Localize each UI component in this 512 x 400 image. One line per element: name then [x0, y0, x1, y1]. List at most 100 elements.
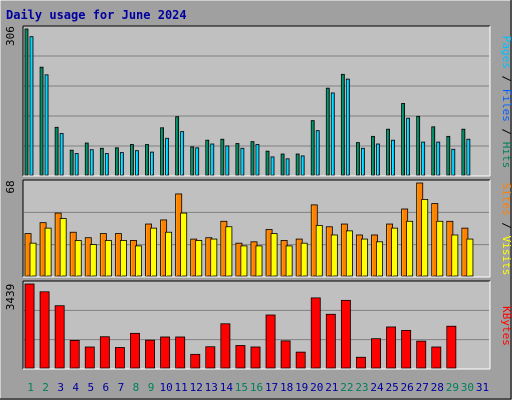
legend-entry: / — [500, 122, 512, 135]
bar-sites-day-2 — [44, 227, 52, 277]
bar-sites-day-28 — [436, 220, 444, 277]
legend-entry: Sites — [500, 183, 512, 216]
day-label-24: 24 — [370, 381, 384, 394]
bar-kbytes-day-22 — [340, 299, 351, 369]
bar-sites-day-19 — [300, 242, 308, 277]
day-label-29: 29 — [446, 381, 459, 394]
day-label-23: 23 — [355, 381, 368, 394]
day-label-8: 8 — [133, 381, 140, 394]
bar-kbytes-day-2 — [39, 291, 50, 369]
day-label-25: 25 — [385, 381, 398, 394]
day-label-7: 7 — [118, 381, 125, 394]
panel-3: 3439 KBytes — [4, 280, 512, 370]
bar-kbytes-day-17 — [265, 314, 276, 369]
bar-kbytes-day-21 — [325, 313, 336, 369]
panel-1: 306 Pages / Files / Hits — [4, 25, 512, 177]
bar-sites-day-8 — [135, 245, 142, 277]
bar-sites-day-4 — [74, 240, 82, 277]
bar-kbytes-day-20 — [310, 297, 321, 369]
bar-sites-day-21 — [330, 234, 338, 277]
bar-sites-day-5 — [89, 244, 97, 277]
day-label-5: 5 — [87, 381, 94, 394]
bar-kbytes-day-8 — [130, 332, 140, 369]
day-label-30: 30 — [461, 381, 474, 394]
bar-kbytes-day-7 — [114, 347, 125, 369]
bar-kbytes-day-25 — [386, 326, 397, 369]
bar-kbytes-day-19 — [295, 351, 306, 369]
day-label-17: 17 — [265, 381, 278, 394]
bar-kbytes-day-1 — [24, 283, 35, 369]
day-label-11: 11 — [175, 381, 188, 394]
legend-2: Sites / Visits — [500, 183, 512, 276]
y-max-label: 306 — [4, 26, 17, 46]
bar-sites-day-9 — [150, 227, 157, 277]
panel-2: 68 Sites / Visits — [4, 179, 512, 278]
day-label-10: 10 — [159, 381, 172, 394]
bar-kbytes-day-5 — [84, 346, 95, 369]
day-label-21: 21 — [325, 381, 338, 394]
bar-kbytes-day-24 — [371, 338, 381, 369]
day-labels: 1 2 3 4 5 6 7 8 9 10 11 12 13 14 15 16 17 18 19 20 21 22 23 24 2… — [27, 381, 489, 394]
day-label-20: 20 — [310, 381, 323, 394]
bar-sites-day-7 — [119, 240, 127, 277]
bar-kbytes-day-11 — [175, 336, 186, 369]
bar-sites-day-1 — [29, 242, 37, 277]
bar-kbytes-day-27 — [416, 340, 427, 369]
day-label-19: 19 — [295, 381, 308, 394]
day-label-18: 18 — [280, 381, 293, 394]
day-label-16: 16 — [250, 381, 263, 394]
bar-kbytes-day-10 — [160, 336, 171, 369]
bar-kbytes-day-23 — [356, 356, 366, 369]
bar-sites-day-14 — [225, 226, 233, 277]
bar-sites-day-10 — [165, 231, 173, 277]
day-label-15: 15 — [235, 381, 248, 394]
bar-kbytes-day-12 — [190, 353, 201, 369]
bar-kbytes-day-13 — [205, 346, 216, 369]
bar-kbytes-day-18 — [280, 340, 291, 369]
bar-sites-day-24 — [376, 241, 383, 277]
legend-3: KBytes — [500, 306, 512, 346]
day-label-3: 3 — [57, 381, 64, 394]
day-label-27: 27 — [416, 381, 429, 394]
bar-sites-day-13 — [210, 238, 218, 277]
bar-kbytes-day-29 — [446, 325, 457, 369]
chart-panels: 306 Pages / Files / Hits 68 Sites / Visits 3… — [4, 25, 512, 370]
day-label-6: 6 — [103, 381, 110, 394]
bar-sites-day-16 — [255, 245, 263, 277]
chart-title: Daily usage for June 2024 — [6, 8, 187, 22]
y-max-label: 3439 — [4, 284, 17, 311]
legend-entry: KBytes — [500, 306, 512, 346]
bar-sites-day-30 — [466, 238, 474, 277]
day-label-13: 13 — [205, 381, 218, 394]
bar-sites-day-27 — [421, 199, 429, 277]
bar-sites-day-18 — [285, 245, 293, 277]
legend-entry: Visits — [500, 229, 512, 275]
y-max-label: 68 — [4, 180, 17, 193]
legend-1: Pages / Files / Hits — [500, 36, 512, 169]
day-label-2: 2 — [42, 381, 49, 394]
bar-sites-day-29 — [451, 234, 459, 277]
day-label-12: 12 — [190, 381, 203, 394]
bar-kbytes-day-16 — [250, 346, 261, 369]
day-label-31: 31 — [476, 381, 489, 394]
day-label-26: 26 — [401, 381, 414, 394]
bar-kbytes-day-6 — [99, 336, 110, 369]
day-label-22: 22 — [340, 381, 353, 394]
bar-sites-day-26 — [406, 220, 414, 277]
day-label-4: 4 — [72, 381, 79, 394]
bar-kbytes-day-14 — [220, 323, 231, 369]
day-label-1: 1 — [27, 381, 34, 394]
bar-kbytes-day-3 — [54, 305, 65, 369]
bar-sites-day-11 — [180, 212, 188, 277]
legend-entry: Pages — [500, 36, 512, 69]
day-label-14: 14 — [220, 381, 234, 394]
bar-sites-day-6 — [104, 240, 112, 277]
bar-kbytes-day-4 — [69, 339, 80, 369]
legend-entry: Files — [500, 82, 512, 122]
legend-entry: Hits — [500, 135, 512, 168]
bar-sites-day-20 — [315, 224, 323, 277]
day-label-28: 28 — [431, 381, 444, 394]
day-label-9: 9 — [148, 381, 155, 394]
bar-sites-day-22 — [345, 230, 353, 277]
bar-kbytes-day-28 — [431, 346, 442, 369]
